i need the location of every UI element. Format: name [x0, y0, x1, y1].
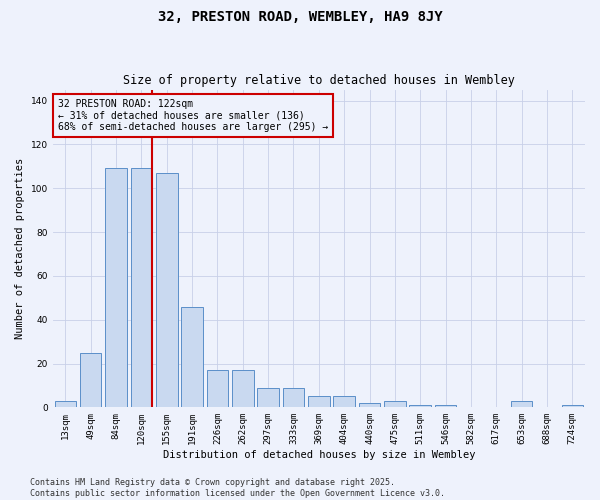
Bar [511, 401, 532, 407]
Text: 32, PRESTON ROAD, WEMBLEY, HA9 8JY: 32, PRESTON ROAD, WEMBLEY, HA9 8JY [158, 10, 442, 24]
Bar [257, 388, 279, 407]
X-axis label: Distribution of detached houses by size in Wembley: Distribution of detached houses by size … [163, 450, 475, 460]
Bar [105, 168, 127, 408]
Bar [562, 405, 583, 407]
Text: 32 PRESTON ROAD: 122sqm
← 31% of detached houses are smaller (136)
68% of semi-d: 32 PRESTON ROAD: 122sqm ← 31% of detache… [58, 99, 328, 132]
Bar [206, 370, 228, 408]
Bar [384, 401, 406, 407]
Bar [283, 388, 304, 407]
Bar [55, 401, 76, 407]
Title: Size of property relative to detached houses in Wembley: Size of property relative to detached ho… [123, 74, 515, 87]
Bar [409, 405, 431, 407]
Bar [131, 168, 152, 408]
Bar [156, 173, 178, 408]
Bar [435, 405, 457, 407]
Bar [232, 370, 254, 408]
Bar [80, 352, 101, 408]
Y-axis label: Number of detached properties: Number of detached properties [15, 158, 25, 339]
Bar [334, 396, 355, 407]
Bar [359, 403, 380, 407]
Text: Contains HM Land Registry data © Crown copyright and database right 2025.
Contai: Contains HM Land Registry data © Crown c… [30, 478, 445, 498]
Bar [308, 396, 329, 407]
Bar [181, 306, 203, 408]
